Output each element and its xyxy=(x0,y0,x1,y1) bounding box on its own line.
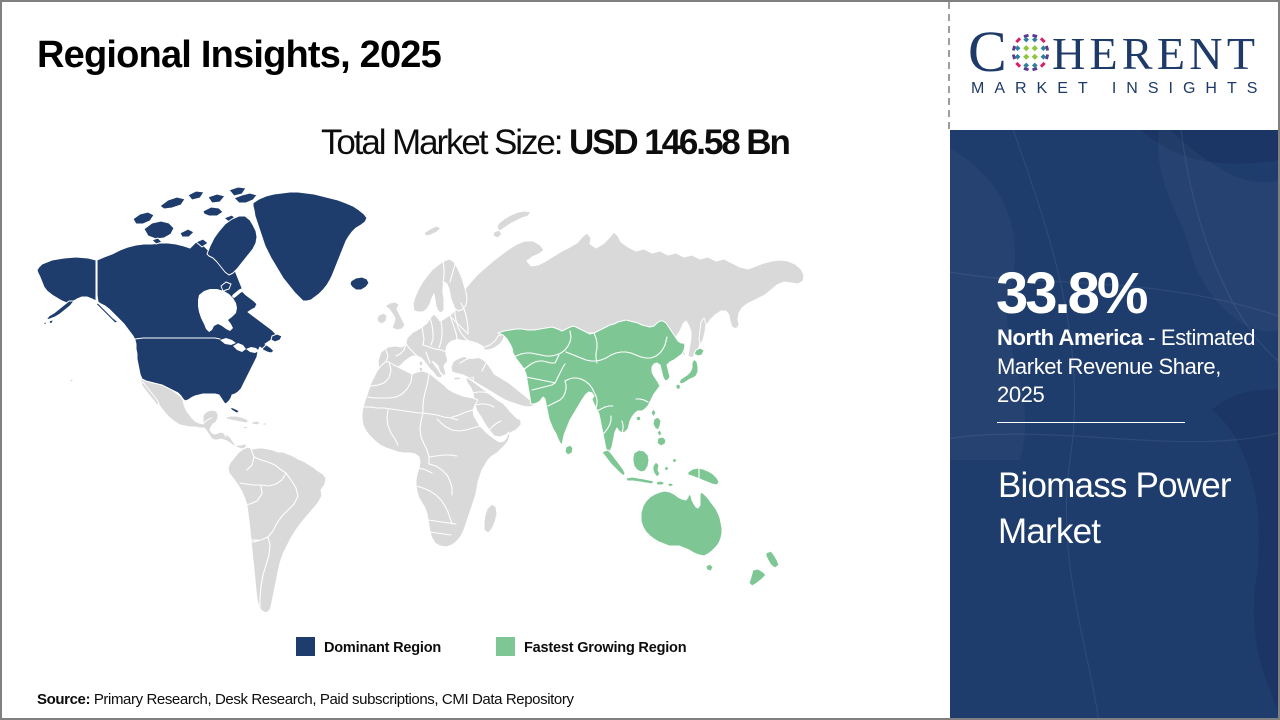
svg-text:HERENT: HERENT xyxy=(1052,28,1259,79)
svg-text:MARKET INSIGHTS: MARKET INSIGHTS xyxy=(971,80,1266,97)
svg-text:C: C xyxy=(968,22,1007,84)
